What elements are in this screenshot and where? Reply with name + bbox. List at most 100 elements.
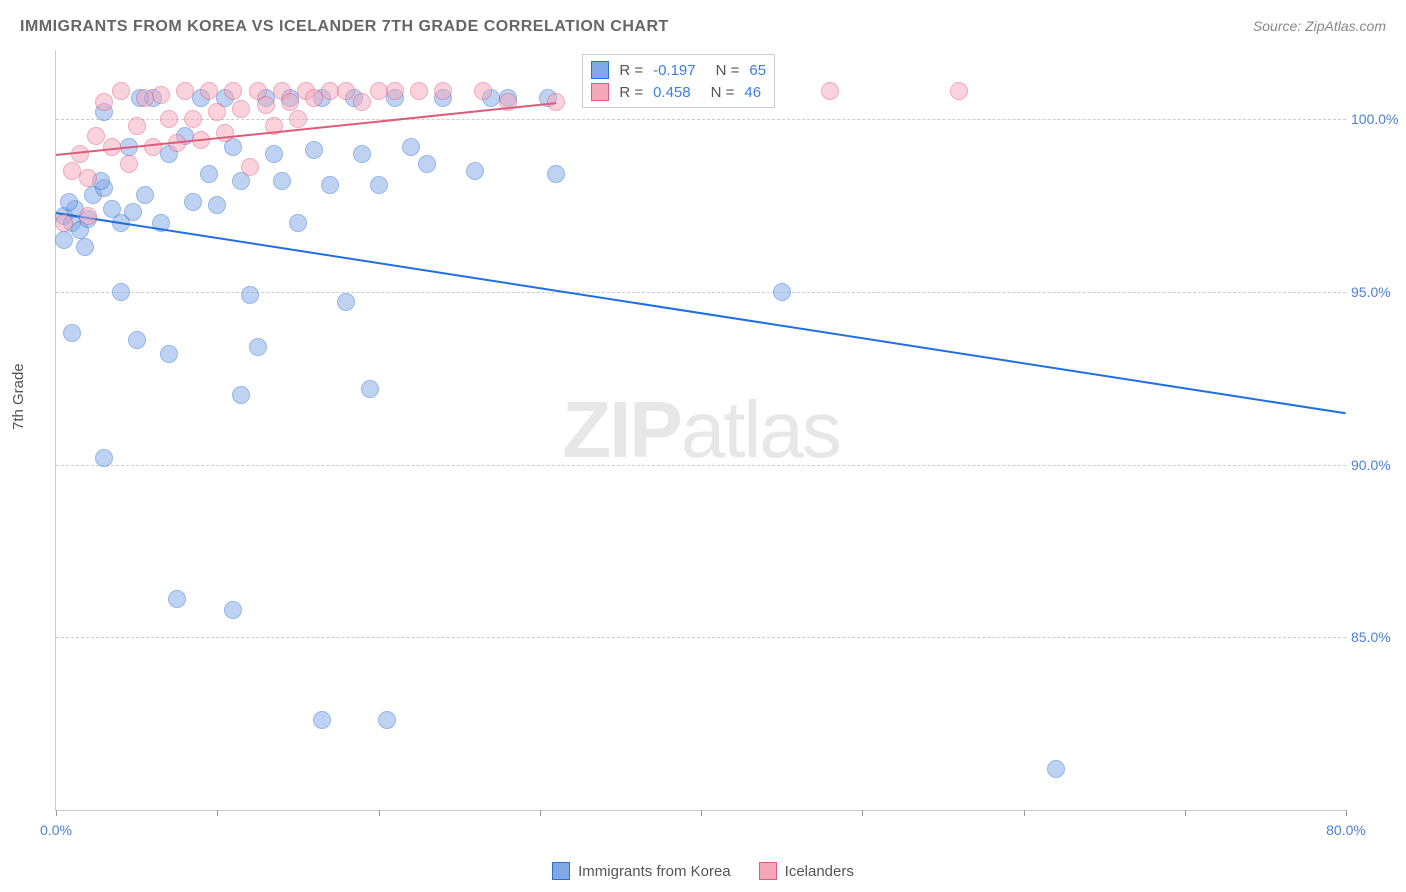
scatter-point	[152, 86, 170, 104]
legend-label: Immigrants from Korea	[578, 863, 731, 880]
scatter-point	[547, 165, 565, 183]
y-tick-label: 85.0%	[1351, 629, 1401, 645]
correlation-legend: R =-0.197N =65R =0.458N =46	[582, 54, 775, 108]
scatter-plot-area: ZIPatlas 85.0%90.0%95.0%100.0%0.0%80.0%R…	[55, 50, 1346, 811]
r-value: -0.197	[653, 62, 696, 79]
scatter-point	[370, 176, 388, 194]
scatter-point	[184, 110, 202, 128]
y-tick-label: 90.0%	[1351, 457, 1401, 473]
watermark: ZIPatlas	[562, 384, 839, 476]
scatter-point	[386, 82, 404, 100]
legend-swatch	[759, 862, 777, 880]
y-tick-label: 95.0%	[1351, 284, 1401, 300]
legend-row: R = -0.197 N = 65	[591, 59, 766, 81]
source-attribution: Source: ZipAtlas.com	[1253, 18, 1386, 34]
scatter-point	[128, 117, 146, 135]
y-tick-label: 100.0%	[1351, 111, 1401, 127]
scatter-point	[95, 93, 113, 111]
x-tick-mark	[1024, 810, 1025, 816]
x-tick-label: 0.0%	[40, 822, 72, 838]
scatter-point	[249, 338, 267, 356]
scatter-point	[353, 93, 371, 111]
scatter-point	[79, 169, 97, 187]
x-tick-mark	[862, 810, 863, 816]
scatter-point	[378, 711, 396, 729]
legend-label: Icelanders	[785, 863, 854, 880]
scatter-point	[184, 193, 202, 211]
scatter-point	[87, 127, 105, 145]
scatter-point	[434, 82, 452, 100]
legend-bottom: Immigrants from Korea Icelanders	[0, 862, 1406, 884]
y-axis-label: 7th Grade	[10, 363, 27, 430]
scatter-point	[95, 449, 113, 467]
scatter-point	[176, 82, 194, 100]
scatter-point	[232, 386, 250, 404]
scatter-point	[273, 172, 291, 190]
scatter-point	[60, 193, 78, 211]
n-label: N =	[716, 62, 740, 79]
scatter-point	[289, 110, 307, 128]
scatter-point	[136, 186, 154, 204]
scatter-point	[337, 293, 355, 311]
scatter-point	[76, 238, 94, 256]
scatter-point	[353, 145, 371, 163]
scatter-point	[224, 82, 242, 100]
scatter-point	[200, 165, 218, 183]
chart-title: IMMIGRANTS FROM KOREA VS ICELANDER 7TH G…	[20, 18, 669, 36]
n-label: N =	[711, 84, 735, 101]
r-label: R =	[619, 62, 643, 79]
x-tick-mark	[1185, 810, 1186, 816]
legend-item: Immigrants from Korea	[552, 862, 731, 880]
legend-item: Icelanders	[759, 862, 854, 880]
scatter-point	[257, 96, 275, 114]
legend-swatch	[591, 61, 609, 79]
scatter-point	[773, 283, 791, 301]
legend-row: R =0.458N =46	[591, 81, 766, 103]
trend-line	[56, 212, 1346, 414]
scatter-point	[168, 590, 186, 608]
scatter-point	[232, 100, 250, 118]
n-value: 65	[749, 62, 766, 79]
scatter-point	[950, 82, 968, 100]
scatter-point	[112, 283, 130, 301]
scatter-point	[63, 324, 81, 342]
scatter-point	[821, 82, 839, 100]
scatter-point	[128, 331, 146, 349]
scatter-point	[1047, 760, 1065, 778]
r-value: 0.458	[653, 84, 691, 101]
scatter-point	[281, 93, 299, 111]
scatter-point	[144, 138, 162, 156]
x-tick-mark	[56, 810, 57, 816]
scatter-point	[136, 89, 154, 107]
scatter-point	[466, 162, 484, 180]
x-tick-mark	[379, 810, 380, 816]
scatter-point	[474, 82, 492, 100]
scatter-point	[208, 196, 226, 214]
gridline	[56, 637, 1346, 638]
scatter-point	[224, 601, 242, 619]
gridline	[56, 119, 1346, 120]
scatter-point	[321, 176, 339, 194]
scatter-point	[402, 138, 420, 156]
x-tick-mark	[1346, 810, 1347, 816]
scatter-point	[200, 82, 218, 100]
scatter-point	[112, 82, 130, 100]
scatter-point	[241, 286, 259, 304]
scatter-point	[79, 207, 97, 225]
legend-swatch	[552, 862, 570, 880]
scatter-point	[289, 214, 307, 232]
scatter-point	[410, 82, 428, 100]
x-tick-label: 80.0%	[1326, 822, 1366, 838]
n-value: 46	[744, 84, 761, 101]
scatter-point	[313, 711, 331, 729]
scatter-point	[361, 380, 379, 398]
scatter-point	[241, 158, 259, 176]
x-tick-mark	[540, 810, 541, 816]
gridline	[56, 465, 1346, 466]
legend-swatch	[591, 83, 609, 101]
scatter-point	[160, 110, 178, 128]
scatter-point	[216, 124, 234, 142]
scatter-point	[160, 345, 178, 363]
scatter-point	[208, 103, 226, 121]
scatter-point	[305, 141, 323, 159]
